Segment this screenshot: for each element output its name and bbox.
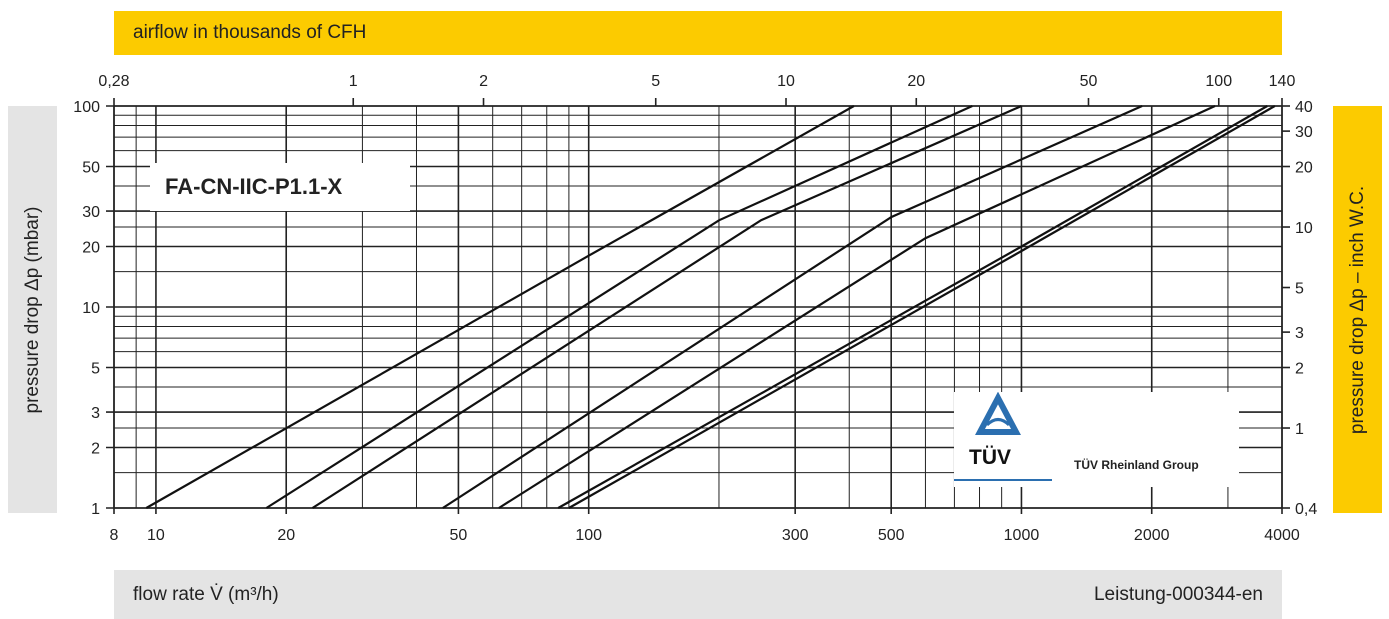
x-axis-title: flow rate V̇ (m³/h) [133,583,279,605]
x-tick-label: 50 [450,527,468,544]
right-tick-label: 10 [1295,220,1313,237]
left-axis-band: pressure drop Δp (mbar) [8,106,57,513]
top-axis-band: airflow in thousands of CFH [114,11,1282,55]
x-tick-label: 8 [110,527,119,544]
right-tick-label: 0,4 [1295,501,1317,518]
x-tick-label: 4000 [1264,527,1300,544]
right-tick-label: 20 [1295,160,1313,177]
top-axis-title: airflow in thousands of CFH [133,22,367,43]
series-line-1 [145,105,855,509]
top-tick-label: 5 [651,73,660,90]
series-line-4 [442,104,1143,509]
right-tick-label: 30 [1295,124,1313,141]
y-tick-label: 1 [91,501,100,518]
tuv-triangle-icon [975,392,1021,435]
x-tick-label: 20 [277,527,295,544]
y-tick-label: 20 [82,239,100,256]
series-line-5 [498,104,1216,509]
top-tick-label: 2 [479,73,488,90]
x-tick-label: 300 [782,527,809,544]
right-tick-label: 1 [1295,421,1304,438]
y-tick-label: 3 [91,405,100,422]
right-tick-label: 40 [1295,99,1313,116]
top-tick-label: 50 [1080,73,1098,90]
document-reference: Leistung-000344-en [1093,583,1263,605]
x-tick-label: 10 [147,527,165,544]
bottom-axis-band: flow rate V̇ (m³/h) Leistung-000344-en [114,570,1282,619]
series-line-7 [568,105,1276,509]
series-line-3 [311,104,1022,509]
tuv-logo-rule [954,479,1052,481]
model-label: FA-CN-IIC-P1.1-X [165,174,343,199]
y-tick-label: 10 [82,300,100,317]
series-line-2 [265,104,973,509]
right-tick-label: 2 [1295,361,1304,378]
top-tick-label: 10 [777,73,795,90]
x-tick-label: 100 [575,527,602,544]
top-tick-label: 0,28 [98,73,129,90]
series-line-6 [557,105,1268,509]
right-axis-band: pressure drop Δp – inch W.C. [1333,106,1382,513]
top-tick-label: 140 [1269,73,1296,90]
x-tick-label: 500 [878,527,905,544]
right-tick-label: 3 [1295,325,1304,342]
tuv-group-name: TÜV Rheinland Group [1074,458,1199,472]
top-tick-label: 100 [1205,73,1232,90]
x-tick-label: 2000 [1134,527,1170,544]
y-tick-label: 30 [82,204,100,221]
x-tick-label: 1000 [1004,527,1040,544]
right-tick-label: 5 [1295,281,1304,298]
tuv-logo-box: TÜV TÜV Rheinland Group [954,392,1239,487]
model-label-box: FA-CN-IIC-P1.1-X [150,163,410,211]
y-tick-label: 100 [73,99,100,116]
tuv-logo-mark: TÜV [969,446,1011,469]
top-tick-label: 1 [349,73,358,90]
y-tick-label: 2 [91,440,100,457]
y-tick-label: 5 [91,361,100,378]
y-tick-label: 50 [82,160,100,177]
top-tick-label: 20 [907,73,925,90]
